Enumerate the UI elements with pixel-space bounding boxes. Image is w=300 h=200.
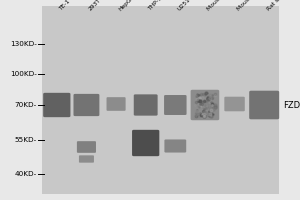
FancyBboxPatch shape <box>106 97 126 111</box>
FancyBboxPatch shape <box>164 95 187 115</box>
Text: 70KD-: 70KD- <box>14 102 37 108</box>
FancyBboxPatch shape <box>43 93 70 117</box>
Bar <box>42 6 279 194</box>
FancyBboxPatch shape <box>224 97 245 111</box>
Text: 100KD-: 100KD- <box>10 71 37 77</box>
Text: Mouse brain: Mouse brain <box>236 0 266 12</box>
FancyBboxPatch shape <box>77 141 96 153</box>
Text: 293T: 293T <box>88 0 102 12</box>
FancyBboxPatch shape <box>190 90 219 120</box>
Text: 130KD-: 130KD- <box>10 41 37 47</box>
FancyBboxPatch shape <box>74 94 99 116</box>
FancyBboxPatch shape <box>134 94 158 116</box>
Text: 55KD-: 55KD- <box>14 137 37 143</box>
Text: 40KD-: 40KD- <box>14 171 37 177</box>
Text: FZD9: FZD9 <box>284 100 300 110</box>
Text: HepG2: HepG2 <box>118 0 136 12</box>
FancyBboxPatch shape <box>79 155 94 163</box>
Text: U251: U251 <box>177 0 192 12</box>
FancyBboxPatch shape <box>164 139 186 153</box>
FancyBboxPatch shape <box>249 91 279 119</box>
Text: Rat skeletal muscle: Rat skeletal muscle <box>266 0 300 12</box>
Text: Mouse heart: Mouse heart <box>206 0 236 12</box>
FancyBboxPatch shape <box>132 130 159 156</box>
Text: THP-1: THP-1 <box>147 0 163 12</box>
Text: TE-1: TE-1 <box>58 0 71 12</box>
